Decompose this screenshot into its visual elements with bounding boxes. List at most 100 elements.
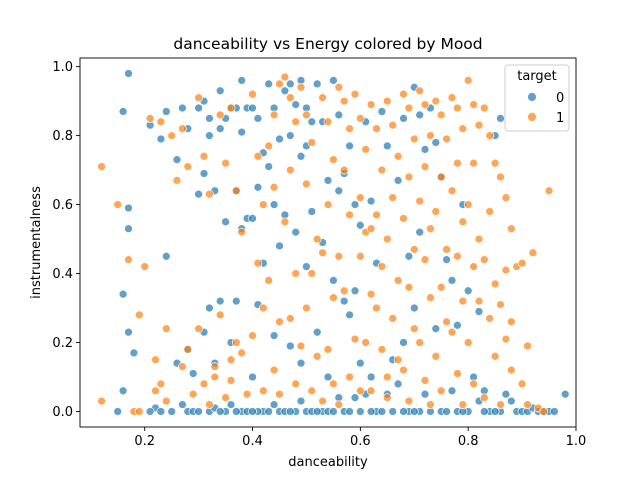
data-point-1-39 <box>237 348 247 358</box>
data-point-1-91 <box>350 334 360 344</box>
data-point-0-93 <box>307 117 317 127</box>
data-point-0-142 <box>393 176 403 185</box>
data-point-1-114 <box>388 120 398 130</box>
data-point-1-59 <box>291 117 301 127</box>
data-point-0-130 <box>366 196 376 206</box>
data-point-1-168 <box>463 200 473 209</box>
data-point-1-71 <box>307 269 317 278</box>
data-point-1-53 <box>264 276 274 285</box>
data-point-0-3 <box>124 224 133 234</box>
data-point-1-69 <box>302 179 311 189</box>
data-point-1-99 <box>355 251 365 261</box>
y-axis-label: instrumentalness <box>29 186 44 299</box>
data-point-0-128 <box>355 407 365 416</box>
data-point-0-121 <box>350 200 360 209</box>
x-tick-label: 1.0 <box>566 434 587 449</box>
data-point-0-6 <box>129 348 139 358</box>
data-point-1-28 <box>205 400 214 409</box>
y-tick-label: 0.8 <box>52 129 73 144</box>
data-point-1-60 <box>285 165 295 175</box>
data-point-1-57 <box>280 72 290 82</box>
data-point-0-180 <box>496 114 505 123</box>
data-point-1-12 <box>161 324 171 334</box>
data-point-1-153 <box>447 93 457 103</box>
data-point-1-78 <box>323 200 333 209</box>
legend: target 0 1 <box>504 64 570 132</box>
data-point-1-110 <box>377 345 387 354</box>
data-point-1-19 <box>183 345 193 354</box>
data-point-1-93 <box>334 400 344 409</box>
data-point-0-32 <box>205 303 214 313</box>
data-point-1-86 <box>345 124 354 134</box>
data-point-1-146 <box>436 172 446 182</box>
data-point-0-28 <box>205 114 214 123</box>
data-point-1-79 <box>318 248 327 258</box>
data-point-1-147 <box>431 207 441 216</box>
y-tick-label: 0.2 <box>52 336 73 351</box>
data-point-0-167 <box>442 407 451 416</box>
data-point-1-121 <box>382 393 392 403</box>
data-point-0-22 <box>178 400 187 409</box>
data-point-0-112 <box>334 110 344 120</box>
data-point-1-120 <box>393 355 403 365</box>
data-point-1-154 <box>453 103 462 113</box>
data-point-0-152 <box>415 227 425 237</box>
data-point-0-71 <box>264 79 274 89</box>
data-point-1-76 <box>323 117 333 127</box>
data-point-1-122 <box>399 89 408 99</box>
data-point-1-11 <box>156 117 166 127</box>
data-point-0-154 <box>420 389 430 399</box>
data-point-1-49 <box>264 141 274 151</box>
data-point-0-165 <box>453 320 462 330</box>
data-point-0-67 <box>248 372 257 382</box>
data-point-1-56 <box>275 389 284 399</box>
data-point-0-26 <box>194 103 203 113</box>
data-point-0-144 <box>404 251 414 261</box>
data-point-1-67 <box>302 110 311 120</box>
data-point-1-175 <box>485 131 495 140</box>
data-point-1-167 <box>469 158 478 168</box>
data-point-1-151 <box>431 351 441 361</box>
data-point-1-200 <box>539 407 549 416</box>
data-point-1-64 <box>296 341 306 351</box>
data-point-1-68 <box>307 138 317 147</box>
data-point-1-13 <box>156 379 166 389</box>
data-point-0-160 <box>431 324 441 334</box>
data-point-0-18 <box>172 155 182 165</box>
data-point-1-24 <box>205 189 214 199</box>
data-point-1-196 <box>528 248 538 258</box>
data-point-0-170 <box>463 286 473 296</box>
data-point-1-30 <box>221 158 230 168</box>
data-point-0-126 <box>350 393 360 403</box>
data-point-1-83 <box>318 396 327 406</box>
data-point-0-11 <box>161 107 171 116</box>
data-point-1-124 <box>409 134 419 144</box>
data-point-1-90 <box>339 286 349 296</box>
data-point-0-83 <box>291 100 301 109</box>
data-point-1-62 <box>291 269 301 278</box>
plot-frame <box>79 57 577 428</box>
data-point-0-124 <box>345 310 354 320</box>
data-point-1-190 <box>506 365 516 375</box>
data-point-0-61 <box>253 114 263 123</box>
data-point-1-107 <box>366 224 376 234</box>
data-point-1-170 <box>469 262 478 271</box>
data-point-1-84 <box>334 82 344 92</box>
legend-label-0: 0 <box>556 91 564 106</box>
data-point-1-100 <box>366 289 376 299</box>
data-point-0-192 <box>550 407 559 416</box>
data-point-1-58 <box>285 93 295 103</box>
data-point-1-16 <box>172 176 182 185</box>
data-point-1-139 <box>426 293 435 303</box>
data-point-1-1 <box>97 396 106 406</box>
data-point-0-141 <box>388 407 398 416</box>
data-point-0-1 <box>118 107 128 116</box>
data-point-1-130 <box>399 365 408 375</box>
data-point-0-118 <box>329 407 338 416</box>
data-point-1-123 <box>404 103 414 113</box>
data-point-1-36 <box>231 186 241 196</box>
data-point-1-95 <box>355 114 365 123</box>
data-point-0-16 <box>178 103 187 113</box>
data-point-1-94 <box>350 89 360 99</box>
data-point-1-75 <box>318 93 327 103</box>
